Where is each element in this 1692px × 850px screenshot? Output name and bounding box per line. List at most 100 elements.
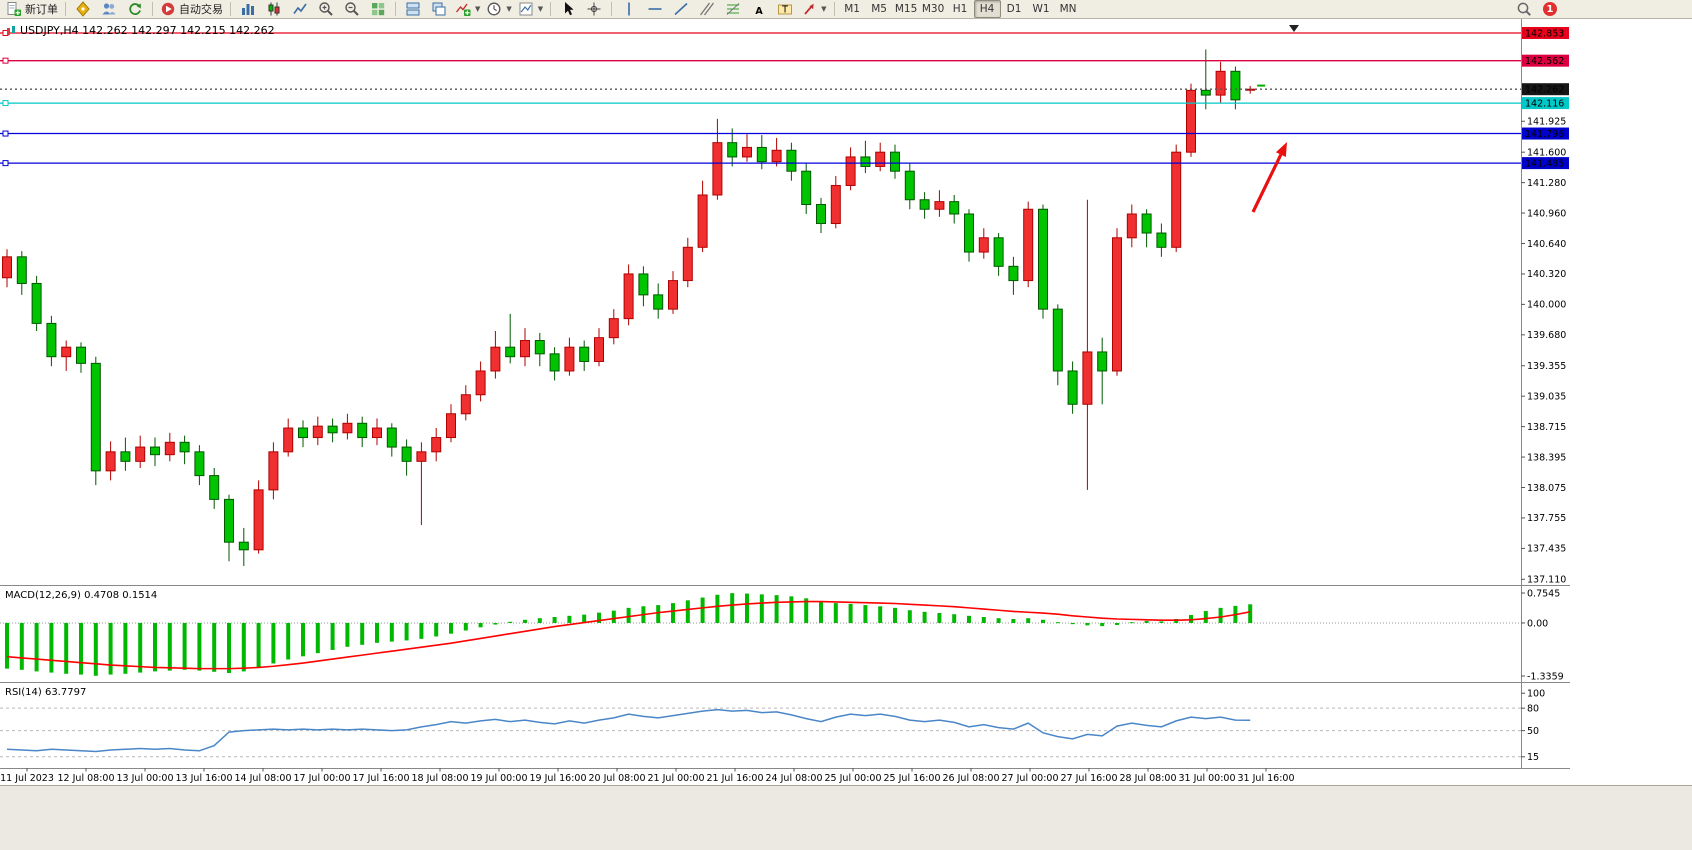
trend-arrow-head[interactable] <box>1275 142 1287 157</box>
time-tick-label: 11 Jul 2023 <box>0 773 54 784</box>
refresh-icon <box>127 1 143 17</box>
people-icon <box>101 1 117 17</box>
macd-tick-label: 0.7545 <box>1527 588 1560 599</box>
tile-windows-button[interactable] <box>365 0 391 19</box>
macd-tick-label: -1.3359 <box>1527 671 1564 682</box>
fibonacci-button[interactable] <box>720 0 746 19</box>
macd-axis[interactable]: 0.7545 0.00 -1.3359 <box>1521 585 1564 682</box>
chart-title-row: USDJPY,H4 142.262 142.297 142.215 142.26… <box>6 24 275 37</box>
toolbar-separator <box>550 2 552 16</box>
time-axis[interactable]: 11 Jul 2023 12 Jul 08:00 13 Jul 00:00 13 Ju… <box>0 768 1570 785</box>
zoom-in-button[interactable] <box>313 0 339 19</box>
hline-handle[interactable] <box>2 130 9 137</box>
bars-icon <box>240 1 256 17</box>
time-tick-label: 13 Jul 00:00 <box>117 773 174 784</box>
price-axis[interactable]: 141.925 141.600 141.280 140.960 140.640 140.3… <box>1521 19 1569 585</box>
macd-histogram <box>5 593 1253 676</box>
price-tick-label: 138.395 <box>1527 452 1566 463</box>
quick-trade-button[interactable] <box>70 0 96 19</box>
notification-badge[interactable]: 1 <box>1543 2 1557 16</box>
time-tick-label: 25 Jul 00:00 <box>825 773 882 784</box>
trendline-icon <box>673 1 689 17</box>
hline-handle[interactable] <box>2 160 9 167</box>
zoom-in-icon <box>318 1 334 17</box>
timeframe-w1-button[interactable]: W1 <box>1032 3 1050 15</box>
rsi-indicator-label: RSI(14) 63.7797 <box>5 687 87 698</box>
rsi-tick-label: 100 <box>1527 689 1545 700</box>
refresh-button[interactable] <box>122 0 148 19</box>
price-tick-label: 139.680 <box>1527 330 1566 341</box>
rsi-line <box>6 708 1251 753</box>
linechart-icon <box>292 1 308 17</box>
trend-arrow[interactable] <box>1251 153 1283 213</box>
candlestick-chart-button[interactable] <box>261 0 287 19</box>
chevron-down-icon: ▼ <box>821 5 827 13</box>
cascade-windows-button[interactable] <box>426 0 452 19</box>
zoom-out-button[interactable] <box>339 0 365 19</box>
timeframe-m1-button[interactable]: M1 <box>844 3 860 15</box>
templates-button[interactable]: ▼ <box>515 0 546 19</box>
symbol-marker-icon <box>6 25 16 36</box>
time-tick-label: 31 Jul 16:00 <box>1238 773 1295 784</box>
main-chart-canvas[interactable]: 141.925 141.600 141.280 140.960 140.640 140.3… <box>0 19 1570 585</box>
bar-chart-button[interactable] <box>235 0 261 19</box>
clock-icon <box>486 1 502 17</box>
time-tick-label: 27 Jul 16:00 <box>1061 773 1118 784</box>
indicators-button[interactable]: ▼ <box>452 0 483 19</box>
crosshair-icon <box>586 1 602 17</box>
text-icon: A <box>751 1 767 17</box>
toolbar: 新订单 自动交易 ▼ ▼ ▼ A T ▼ M1 M5 M15 M30 H1 H4 D1 W1 MN 1 <box>0 0 1692 19</box>
crosshair-button[interactable] <box>581 0 607 19</box>
price-tick-label: 141.925 <box>1527 117 1566 128</box>
hline-handle[interactable] <box>2 57 9 64</box>
price-tick-label: 140.000 <box>1527 300 1566 311</box>
search-button[interactable] <box>1511 0 1537 19</box>
toolbar-right-group: 1 <box>1511 0 1557 19</box>
rsi-tick-label: 15 <box>1527 752 1539 763</box>
horizontal-line-button[interactable] <box>642 0 668 19</box>
macd-panel-canvas[interactable]: 0.7545 0.00 -1.3359 <box>0 585 1570 682</box>
arrange-windows-button[interactable] <box>400 0 426 19</box>
auto-trading-button[interactable]: 自动交易 <box>157 0 226 19</box>
timeframe-m30-button[interactable]: M30 <box>921 3 945 15</box>
vertical-line-button[interactable] <box>616 0 642 19</box>
hline-icon <box>647 1 663 17</box>
time-tick-label: 17 Jul 00:00 <box>294 773 351 784</box>
rsi-panel-canvas[interactable]: 100 80 50 15 <box>0 682 1570 768</box>
macd-indicator-label: MACD(12,26,9) 0.4708 0.1514 <box>5 590 158 601</box>
trendline-button[interactable] <box>668 0 694 19</box>
toolbar-separator <box>152 2 153 16</box>
price-tick-label: 140.960 <box>1527 208 1566 219</box>
price-tick-label: 138.075 <box>1527 483 1566 494</box>
periods-button[interactable]: ▼ <box>483 0 514 19</box>
timeframe-h1-button[interactable]: H1 <box>952 3 968 15</box>
time-tick-label: 14 Jul 08:00 <box>235 773 292 784</box>
auto-trading-button-label: 自动交易 <box>179 3 223 16</box>
cursor-button[interactable] <box>555 0 581 19</box>
text-label-button[interactable]: T <box>772 0 798 19</box>
toolbar-separator <box>611 2 613 16</box>
price-tick-label: 137.755 <box>1527 513 1566 524</box>
timeframe-m15-button[interactable]: M15 <box>894 3 918 15</box>
channel-icon <box>699 1 715 17</box>
line-chart-button[interactable] <box>287 0 313 19</box>
new-order-button[interactable]: 新订单 <box>3 0 61 19</box>
timeframe-m5-button[interactable]: M5 <box>871 3 887 15</box>
candles <box>2 49 1256 566</box>
community-button[interactable] <box>96 0 122 19</box>
timeframe-h4-button[interactable]: H4 <box>973 0 1001 18</box>
time-tick-label: 19 Jul 16:00 <box>530 773 587 784</box>
arrows-button[interactable]: ▼ <box>798 0 829 19</box>
hline-handle[interactable] <box>2 100 9 107</box>
timeframe-d1-button[interactable]: D1 <box>1006 3 1022 15</box>
text-button[interactable]: A <box>746 0 772 19</box>
price-tick-label: 138.715 <box>1527 422 1566 433</box>
time-tick-label: 31 Jul 00:00 <box>1179 773 1236 784</box>
svg-text:A: A <box>755 6 763 17</box>
rsi-axis[interactable]: 100 80 50 15 <box>1521 682 1545 768</box>
chart-shift-marker[interactable] <box>1289 25 1299 32</box>
chevron-down-icon: ▼ <box>537 5 544 13</box>
toolbar-separator <box>395 2 396 16</box>
channel-button[interactable] <box>694 0 720 19</box>
timeframe-mn-button[interactable]: MN <box>1059 3 1077 15</box>
